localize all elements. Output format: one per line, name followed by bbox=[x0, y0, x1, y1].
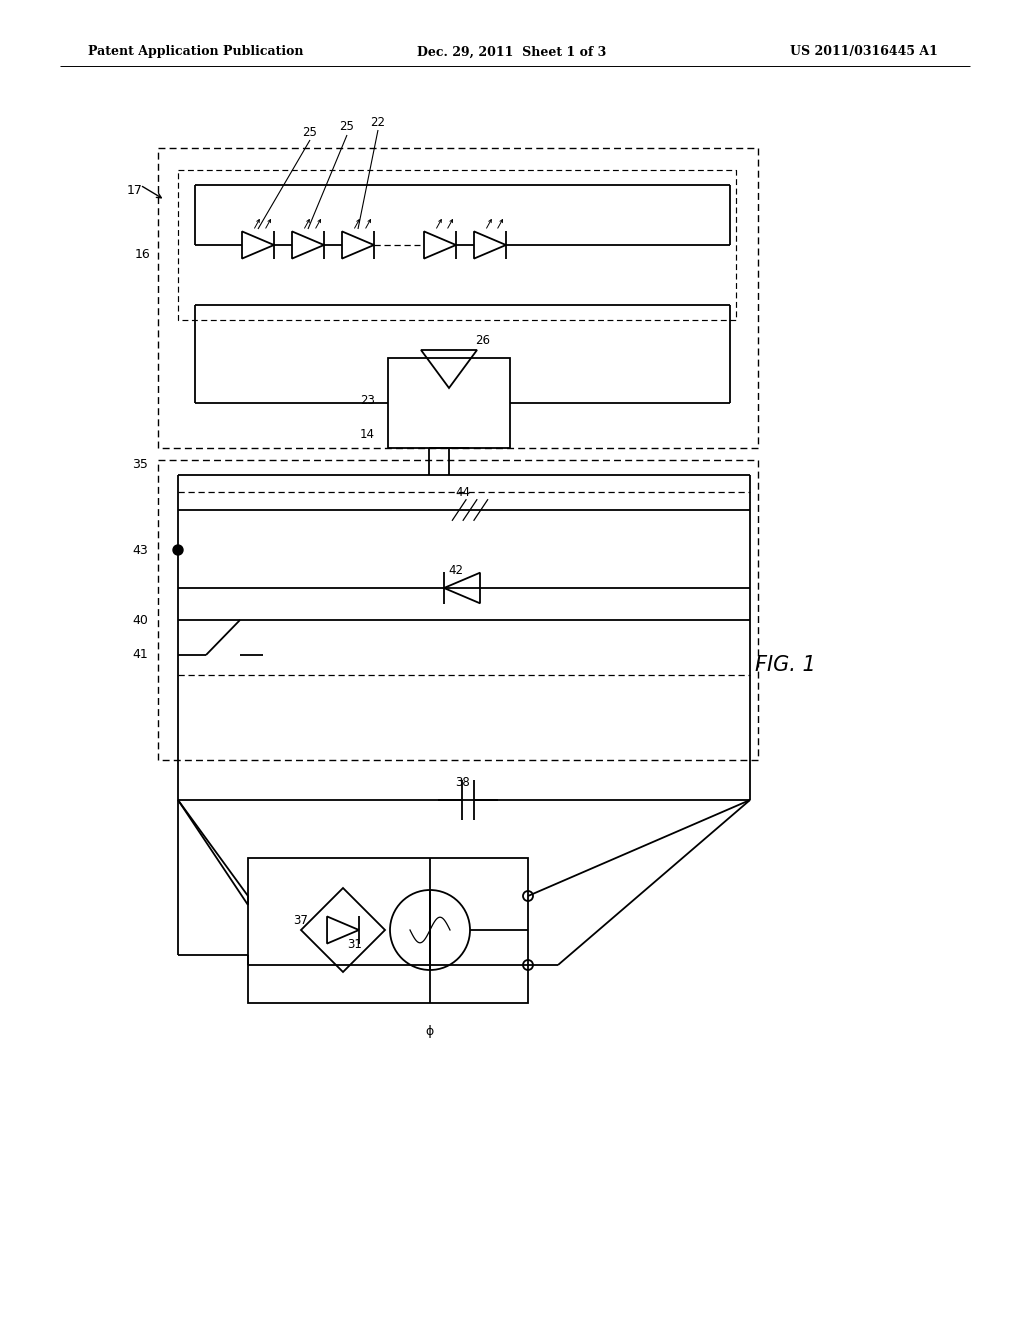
Bar bbox=[388, 358, 510, 447]
Text: 25: 25 bbox=[302, 125, 317, 139]
Circle shape bbox=[173, 545, 183, 554]
Text: Dec. 29, 2011  Sheet 1 of 3: Dec. 29, 2011 Sheet 1 of 3 bbox=[418, 45, 606, 58]
Text: 42: 42 bbox=[449, 564, 463, 577]
Text: 25: 25 bbox=[340, 120, 354, 133]
Text: FIG. 1: FIG. 1 bbox=[755, 655, 816, 675]
Text: 23: 23 bbox=[360, 393, 375, 407]
Bar bbox=[248, 858, 528, 1003]
Text: 35: 35 bbox=[132, 458, 148, 471]
Text: 38: 38 bbox=[455, 776, 470, 788]
Bar bbox=[158, 459, 758, 760]
Bar bbox=[178, 170, 736, 319]
Text: 41: 41 bbox=[132, 648, 148, 661]
Text: 26: 26 bbox=[475, 334, 490, 346]
Text: 22: 22 bbox=[371, 116, 385, 128]
Bar bbox=[158, 148, 758, 447]
Text: 17: 17 bbox=[127, 183, 143, 197]
Text: ϕ: ϕ bbox=[426, 1024, 434, 1038]
Text: 16: 16 bbox=[134, 248, 150, 261]
Text: 43: 43 bbox=[132, 544, 148, 557]
Text: 14: 14 bbox=[360, 429, 375, 441]
Text: 40: 40 bbox=[132, 614, 148, 627]
Text: 37: 37 bbox=[293, 913, 308, 927]
Text: Patent Application Publication: Patent Application Publication bbox=[88, 45, 303, 58]
Text: US 2011/0316445 A1: US 2011/0316445 A1 bbox=[791, 45, 938, 58]
Text: 44: 44 bbox=[455, 486, 470, 499]
Text: 31: 31 bbox=[347, 939, 362, 952]
